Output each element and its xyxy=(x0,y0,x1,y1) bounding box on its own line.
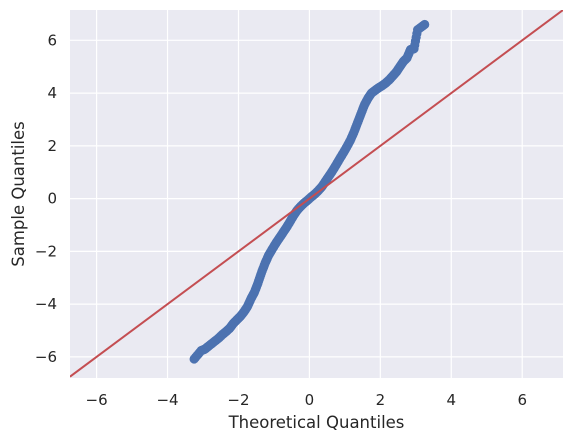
tick-labels: −6 −4 −2 0 2 4 6 −6 −4 −2 0 2 4 6 xyxy=(35,31,527,409)
series-layer xyxy=(70,10,563,378)
x-tick-label: −6 xyxy=(86,391,108,409)
x-axis-label: Theoretical Quantiles xyxy=(228,413,405,432)
x-tick-label: 2 xyxy=(376,391,386,409)
x-tick-label: −4 xyxy=(156,391,178,409)
y-tick-label: 4 xyxy=(47,84,57,102)
y-tick-label: 6 xyxy=(47,31,57,49)
scatter-point xyxy=(420,19,430,30)
x-tick-label: 0 xyxy=(305,391,315,409)
y-tick-label: −4 xyxy=(35,295,57,313)
x-tick-label: 6 xyxy=(517,391,527,409)
reference-line xyxy=(70,10,563,378)
y-tick-label: −6 xyxy=(35,348,57,366)
y-tick-label: 0 xyxy=(47,190,57,208)
y-tick-label: 2 xyxy=(47,137,57,155)
grid-lines xyxy=(70,10,563,378)
y-tick-label: −2 xyxy=(35,242,57,260)
x-tick-label: −2 xyxy=(227,391,249,409)
x-tick-label: 4 xyxy=(447,391,457,409)
y-axis-label: Sample Quantiles xyxy=(9,121,28,267)
